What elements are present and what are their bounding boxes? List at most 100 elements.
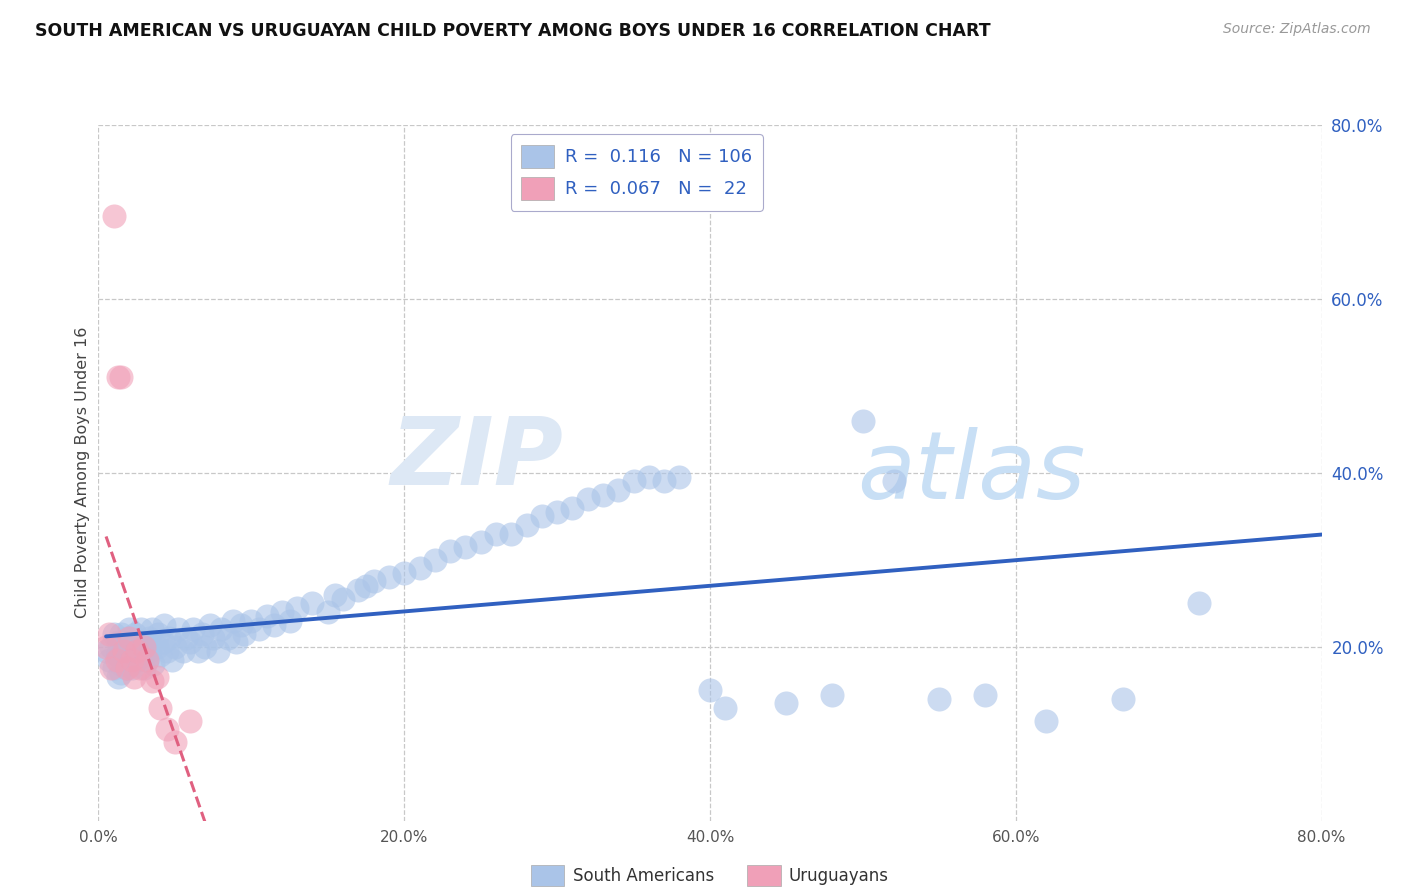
Point [115, 635, 138, 649]
Point [363, 574, 385, 589]
Point [153, 618, 176, 632]
Point [105, 653, 128, 667]
Point [145, 640, 167, 654]
Point [107, 670, 129, 684]
Point [714, 700, 737, 714]
Point [775, 696, 797, 710]
Point [128, 661, 150, 675]
Point [209, 623, 232, 637]
Point [561, 500, 583, 515]
Point [270, 605, 292, 619]
Point [120, 657, 142, 671]
Point [347, 583, 370, 598]
Point [592, 487, 614, 501]
Point [207, 644, 229, 658]
Point [122, 644, 145, 658]
Point [127, 648, 149, 663]
Point [821, 688, 844, 702]
Point [134, 661, 156, 675]
Point [225, 635, 247, 649]
Point [134, 640, 156, 654]
Point [110, 370, 132, 384]
Point [145, 670, 167, 684]
Point [110, 665, 132, 680]
Point [501, 526, 523, 541]
Point [852, 414, 875, 428]
Point [115, 661, 138, 675]
Point [138, 631, 160, 645]
Point [105, 648, 128, 663]
Point [118, 648, 141, 663]
Point [174, 631, 197, 645]
Point [156, 723, 179, 737]
Legend: South Americans, Uruguayans: South Americans, Uruguayans [524, 859, 896, 892]
Point [378, 570, 401, 584]
Text: ZIP: ZIP [391, 413, 564, 505]
Point [98, 626, 121, 640]
Point [699, 683, 721, 698]
Point [576, 491, 599, 506]
Point [316, 605, 339, 619]
Point [163, 735, 186, 749]
Point [110, 626, 132, 640]
Point [134, 635, 156, 649]
Point [94, 644, 117, 658]
Point [149, 700, 172, 714]
Point [112, 653, 135, 667]
Point [232, 626, 254, 640]
Point [98, 653, 121, 667]
Point [623, 475, 645, 489]
Point [354, 579, 377, 593]
Point [108, 657, 131, 671]
Point [146, 626, 169, 640]
Point [278, 614, 301, 628]
Point [117, 631, 139, 645]
Point [485, 526, 508, 541]
Point [202, 631, 225, 645]
Point [118, 623, 141, 637]
Point [111, 644, 134, 658]
Point [103, 209, 125, 223]
Point [139, 644, 162, 658]
Point [128, 640, 150, 654]
Point [136, 653, 159, 667]
Point [157, 631, 180, 645]
Point [1188, 596, 1211, 610]
Point [637, 470, 661, 484]
Point [256, 609, 278, 624]
Point [928, 692, 950, 706]
Point [240, 614, 263, 628]
Point [470, 535, 492, 549]
Point [439, 544, 461, 558]
Point [156, 644, 179, 658]
Point [149, 648, 172, 663]
Point [103, 626, 125, 640]
Point [135, 644, 157, 658]
Point [392, 566, 416, 580]
Point [160, 653, 183, 667]
Point [607, 483, 630, 497]
Point [222, 614, 245, 628]
Point [136, 653, 159, 667]
Point [94, 640, 117, 654]
Point [883, 475, 905, 489]
Point [332, 591, 354, 606]
Point [974, 688, 997, 702]
Point [454, 540, 477, 554]
Point [516, 517, 538, 532]
Point [152, 635, 174, 649]
Point [325, 587, 347, 601]
Point [172, 644, 194, 658]
Point [263, 618, 285, 632]
Point [100, 640, 122, 654]
Point [124, 626, 146, 640]
Point [125, 653, 148, 667]
Point [1112, 692, 1135, 706]
Point [129, 623, 152, 637]
Point [229, 618, 252, 632]
Point [122, 670, 145, 684]
Point [179, 635, 201, 649]
Point [121, 640, 143, 654]
Point [103, 661, 125, 675]
Point [652, 475, 675, 489]
